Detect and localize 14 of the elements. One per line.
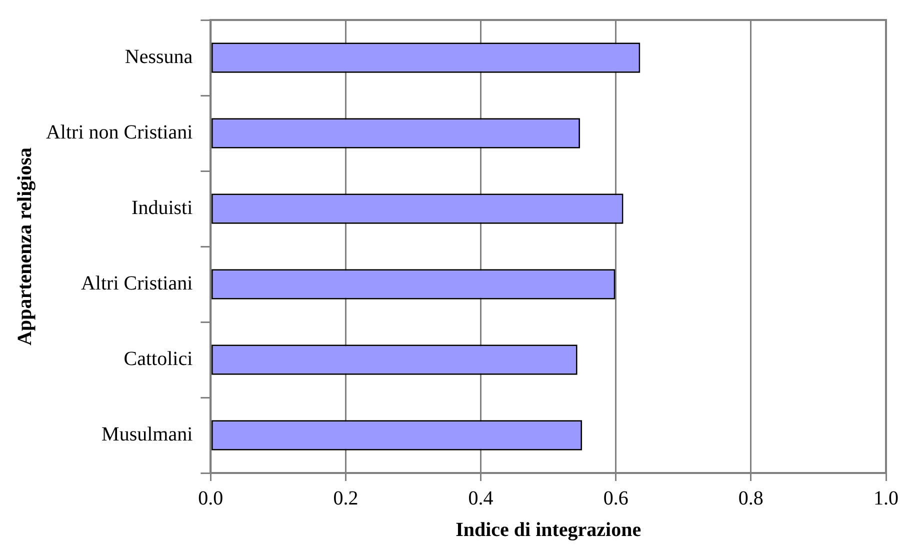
y-tick-label: Altri Cristiani: [80, 272, 194, 294]
x-tick-label: 0.4: [468, 487, 494, 510]
x-tick-label: 0.8: [738, 487, 764, 510]
x-axis-title: Indice di integrazione: [456, 519, 642, 542]
x-tick-label: 1.0: [874, 487, 898, 510]
y-axis-title: Appartenenza religiosa: [14, 148, 36, 346]
x-tick-label: 0.6: [603, 487, 628, 510]
y-tick-label: Cattolici: [124, 348, 194, 370]
x-tick-label: 0.0: [198, 487, 224, 510]
y-tick-label: Altri non Cristiani: [46, 122, 194, 144]
y-tick-label: Nessuna: [124, 46, 193, 68]
y-tick-label: Induisti: [132, 197, 194, 219]
x-tick-label: 0.2: [333, 487, 358, 510]
y-tick-label: Musulmani: [102, 424, 194, 446]
